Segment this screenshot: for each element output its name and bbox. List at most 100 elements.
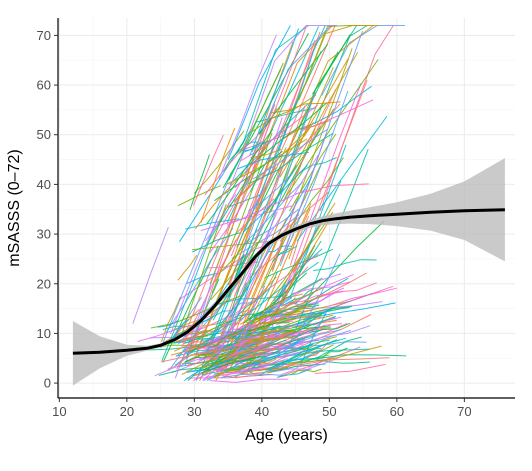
- trajectory-line: [298, 157, 337, 174]
- trajectory-line: [304, 285, 394, 318]
- trajectory-line: [209, 192, 251, 253]
- trajectory-line: [235, 328, 277, 342]
- trajectory-line: [165, 227, 234, 333]
- trajectory-line: [300, 357, 390, 366]
- trajectory-line: [216, 358, 289, 372]
- trajectory-line: [176, 322, 204, 370]
- trajectory-line: [241, 140, 269, 154]
- trajectory-line: [225, 320, 266, 338]
- trajectory-line: [255, 105, 306, 241]
- trajectory-line: [242, 343, 314, 366]
- trajectory-line: [235, 319, 252, 354]
- x-tick-label: 30: [187, 404, 201, 419]
- trajectory-line: [282, 120, 330, 140]
- x-tick-label: 20: [120, 404, 134, 419]
- trajectory-line: [270, 363, 326, 372]
- trajectory-line: [212, 211, 278, 353]
- trajectory-line: [223, 300, 258, 312]
- trajectory-line: [235, 331, 279, 347]
- trajectory-line: [319, 25, 394, 212]
- trajectory-line: [220, 373, 284, 379]
- trajectory-line: [187, 348, 264, 366]
- trajectory-line: [279, 90, 349, 267]
- trajectory-line: [209, 378, 289, 383]
- trajectory-line: [272, 305, 353, 322]
- trajectory-line: [282, 300, 298, 307]
- trajectory-line: [224, 127, 310, 211]
- trajectory-line: [160, 344, 241, 363]
- trajectory-line: [267, 212, 334, 302]
- smooth-fit-layer: [72, 208, 505, 355]
- trajectory-lines: [132, 25, 407, 383]
- trajectory-line: [226, 189, 307, 226]
- trajectory-line: [244, 25, 332, 174]
- trajectory-line: [215, 344, 283, 372]
- trajectory-line: [245, 287, 324, 328]
- trajectory-line: [240, 271, 279, 344]
- trajectory-line: [211, 351, 265, 364]
- trajectory-line: [246, 294, 324, 324]
- trajectory-line: [243, 277, 323, 324]
- y-tick-label: 70: [37, 28, 51, 43]
- trajectory-line: [289, 305, 352, 318]
- trajectory-line: [226, 326, 247, 358]
- y-tick-label: 40: [37, 177, 51, 192]
- trajectory-line: [243, 164, 308, 233]
- trajectory-line: [329, 287, 397, 307]
- trajectory-line: [279, 365, 305, 377]
- smooth-fit-line: [72, 208, 505, 355]
- trajectory-line: [210, 239, 261, 301]
- trajectory-line: [286, 121, 314, 157]
- trajectory-line: [169, 144, 248, 335]
- trajectory-line: [295, 183, 369, 195]
- trajectory-line: [303, 301, 383, 309]
- trajectory-line: [248, 132, 334, 185]
- trajectory-line: [321, 25, 405, 96]
- trajectory-line: [239, 62, 284, 154]
- trajectory-line: [208, 301, 258, 347]
- trajectory-line: [222, 138, 246, 172]
- trajectory-line: [209, 157, 262, 284]
- trajectory-line: [227, 338, 276, 340]
- trajectory-line: [192, 232, 241, 253]
- trajectory-line: [200, 354, 224, 371]
- trajectory-line: [250, 327, 331, 341]
- trajectory-line: [258, 314, 323, 325]
- trajectory-line: [218, 34, 277, 179]
- trajectory-line: [313, 259, 377, 271]
- trajectory-line: [314, 363, 386, 374]
- trajectory-line: [177, 185, 221, 207]
- x-tick-label: 10: [52, 404, 66, 419]
- trajectory-line: [316, 359, 370, 364]
- trajectory-line: [258, 339, 338, 377]
- trajectory-line: [168, 319, 190, 345]
- trajectory-line: [195, 330, 286, 346]
- trajectory-line: [189, 154, 210, 211]
- trajectory-line: [239, 245, 265, 261]
- trajectory-line: [209, 242, 272, 373]
- trajectory-line: [215, 159, 284, 351]
- trajectory-line: [243, 348, 311, 373]
- trajectory-line: [231, 248, 256, 311]
- trajectory-line: [223, 282, 247, 342]
- y-tick-label: 50: [37, 127, 51, 142]
- trajectory-line: [284, 30, 363, 250]
- trajectory-line: [292, 281, 350, 295]
- x-tick-label: 60: [390, 404, 404, 419]
- trajectory-line: [227, 187, 267, 286]
- trajectory-line: [201, 350, 237, 358]
- trajectory-line: [186, 272, 218, 284]
- x-tick-label: 70: [457, 404, 471, 419]
- trajectory-line: [302, 85, 372, 130]
- trajectory-line: [284, 59, 379, 199]
- trajectory-line: [198, 325, 257, 350]
- trajectory-line: [301, 99, 374, 132]
- trajectory-line: [281, 80, 368, 306]
- trajectory-line: [199, 336, 288, 369]
- trajectory-line: [206, 177, 249, 245]
- trajectory-line: [277, 25, 326, 151]
- trajectory-line: [269, 343, 304, 351]
- trajectory-line: [307, 355, 333, 368]
- trajectory-line: [221, 238, 251, 272]
